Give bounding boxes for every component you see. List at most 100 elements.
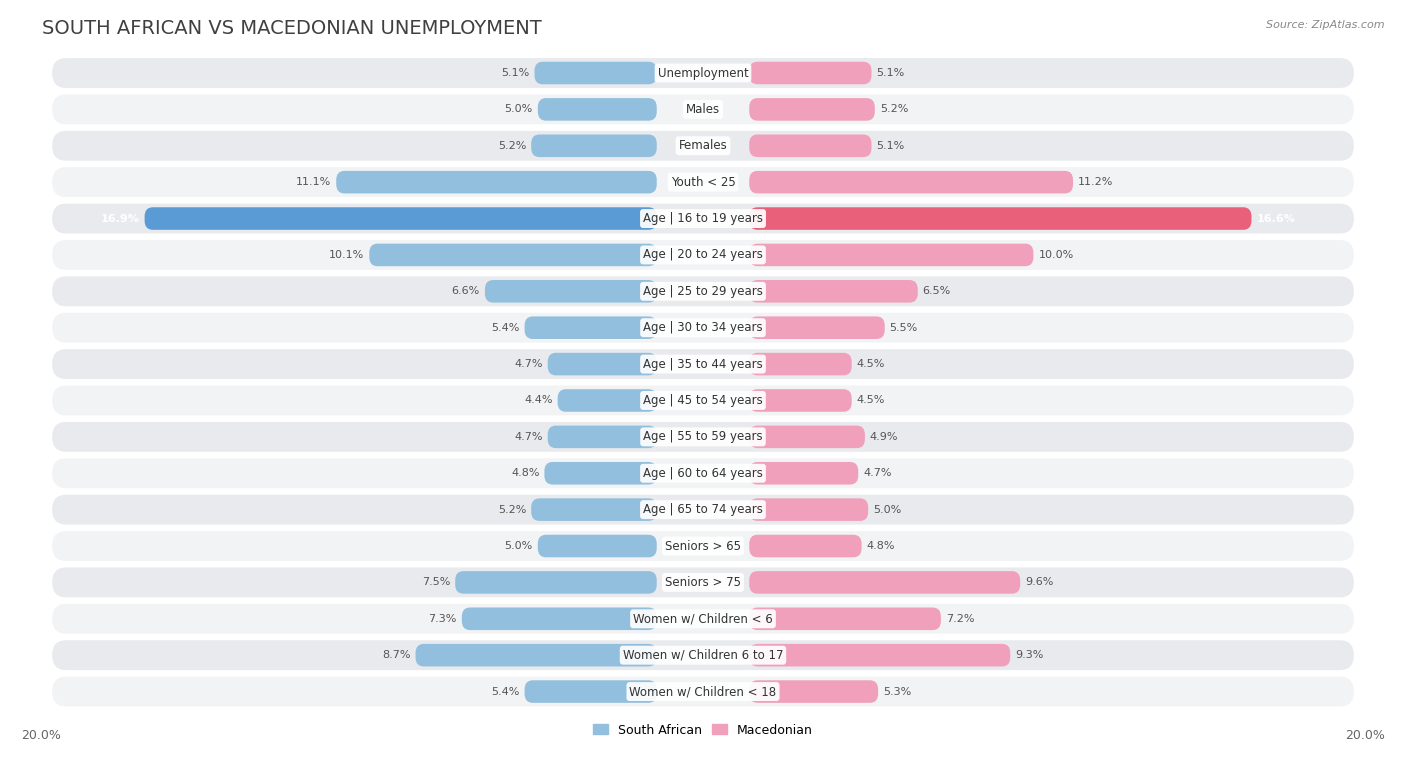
FancyBboxPatch shape [52, 604, 1354, 634]
Text: Males: Males [686, 103, 720, 116]
FancyBboxPatch shape [52, 240, 1354, 269]
FancyBboxPatch shape [749, 135, 872, 157]
Text: 16.6%: 16.6% [1257, 213, 1295, 223]
Text: Source: ZipAtlas.com: Source: ZipAtlas.com [1267, 20, 1385, 30]
Text: Females: Females [679, 139, 727, 152]
FancyBboxPatch shape [52, 313, 1354, 343]
FancyBboxPatch shape [537, 534, 657, 557]
Text: 7.3%: 7.3% [429, 614, 457, 624]
FancyBboxPatch shape [52, 95, 1354, 124]
FancyBboxPatch shape [52, 458, 1354, 488]
Text: Women w/ Children 6 to 17: Women w/ Children 6 to 17 [623, 649, 783, 662]
Text: 9.6%: 9.6% [1025, 578, 1053, 587]
FancyBboxPatch shape [749, 280, 918, 303]
FancyBboxPatch shape [145, 207, 657, 230]
FancyBboxPatch shape [749, 462, 858, 484]
FancyBboxPatch shape [52, 349, 1354, 379]
Text: 5.0%: 5.0% [505, 104, 533, 114]
Text: 4.7%: 4.7% [515, 359, 543, 369]
Text: 10.0%: 10.0% [1039, 250, 1074, 260]
FancyBboxPatch shape [52, 640, 1354, 670]
Text: 5.0%: 5.0% [505, 541, 533, 551]
FancyBboxPatch shape [749, 389, 852, 412]
FancyBboxPatch shape [749, 644, 1011, 666]
FancyBboxPatch shape [524, 681, 657, 702]
Text: SOUTH AFRICAN VS MACEDONIAN UNEMPLOYMENT: SOUTH AFRICAN VS MACEDONIAN UNEMPLOYMENT [42, 18, 541, 38]
Legend: South African, Macedonian: South African, Macedonian [588, 718, 818, 742]
FancyBboxPatch shape [749, 608, 941, 630]
FancyBboxPatch shape [749, 316, 884, 339]
Text: 5.1%: 5.1% [502, 68, 530, 78]
FancyBboxPatch shape [749, 98, 875, 120]
Text: 5.2%: 5.2% [498, 505, 526, 515]
FancyBboxPatch shape [52, 131, 1354, 160]
FancyBboxPatch shape [749, 534, 862, 557]
Text: 4.9%: 4.9% [870, 431, 898, 442]
Text: 6.5%: 6.5% [922, 286, 950, 296]
Text: Youth < 25: Youth < 25 [671, 176, 735, 188]
Text: Women w/ Children < 6: Women w/ Children < 6 [633, 612, 773, 625]
Text: 4.5%: 4.5% [856, 395, 884, 406]
Text: 11.2%: 11.2% [1078, 177, 1114, 187]
Text: 10.1%: 10.1% [329, 250, 364, 260]
FancyBboxPatch shape [749, 207, 1251, 230]
Text: 20.0%: 20.0% [1346, 729, 1385, 743]
FancyBboxPatch shape [52, 276, 1354, 307]
Text: 20.0%: 20.0% [21, 729, 60, 743]
FancyBboxPatch shape [537, 98, 657, 120]
Text: Age | 16 to 19 years: Age | 16 to 19 years [643, 212, 763, 225]
Text: 5.3%: 5.3% [883, 687, 911, 696]
FancyBboxPatch shape [749, 681, 879, 702]
FancyBboxPatch shape [544, 462, 657, 484]
Text: Age | 55 to 59 years: Age | 55 to 59 years [643, 431, 763, 444]
FancyBboxPatch shape [749, 244, 1033, 266]
FancyBboxPatch shape [749, 498, 868, 521]
FancyBboxPatch shape [52, 204, 1354, 233]
FancyBboxPatch shape [524, 316, 657, 339]
FancyBboxPatch shape [456, 571, 657, 593]
Text: Seniors > 75: Seniors > 75 [665, 576, 741, 589]
FancyBboxPatch shape [52, 58, 1354, 88]
Text: 4.5%: 4.5% [856, 359, 884, 369]
Text: 5.1%: 5.1% [876, 68, 904, 78]
FancyBboxPatch shape [749, 62, 872, 84]
Text: 5.0%: 5.0% [873, 505, 901, 515]
Text: Unemployment: Unemployment [658, 67, 748, 79]
FancyBboxPatch shape [461, 608, 657, 630]
Text: Age | 60 to 64 years: Age | 60 to 64 years [643, 467, 763, 480]
Text: Age | 35 to 44 years: Age | 35 to 44 years [643, 357, 763, 371]
Text: 11.1%: 11.1% [297, 177, 332, 187]
FancyBboxPatch shape [370, 244, 657, 266]
Text: 5.2%: 5.2% [880, 104, 908, 114]
Text: Women w/ Children < 18: Women w/ Children < 18 [630, 685, 776, 698]
Text: 4.8%: 4.8% [510, 469, 540, 478]
FancyBboxPatch shape [52, 422, 1354, 452]
Text: Age | 45 to 54 years: Age | 45 to 54 years [643, 394, 763, 407]
Text: 5.5%: 5.5% [890, 322, 918, 333]
FancyBboxPatch shape [52, 568, 1354, 597]
FancyBboxPatch shape [52, 385, 1354, 416]
FancyBboxPatch shape [558, 389, 657, 412]
Text: 4.7%: 4.7% [515, 431, 543, 442]
Text: 4.4%: 4.4% [524, 395, 553, 406]
FancyBboxPatch shape [531, 498, 657, 521]
Text: 16.9%: 16.9% [101, 213, 139, 223]
FancyBboxPatch shape [749, 425, 865, 448]
FancyBboxPatch shape [485, 280, 657, 303]
FancyBboxPatch shape [336, 171, 657, 194]
Text: 5.4%: 5.4% [491, 322, 520, 333]
FancyBboxPatch shape [749, 171, 1073, 194]
FancyBboxPatch shape [749, 353, 852, 375]
Text: 5.2%: 5.2% [498, 141, 526, 151]
Text: 5.1%: 5.1% [876, 141, 904, 151]
Text: 7.5%: 7.5% [422, 578, 450, 587]
Text: Age | 65 to 74 years: Age | 65 to 74 years [643, 503, 763, 516]
Text: Age | 25 to 29 years: Age | 25 to 29 years [643, 285, 763, 298]
FancyBboxPatch shape [534, 62, 657, 84]
FancyBboxPatch shape [548, 353, 657, 375]
Text: 7.2%: 7.2% [946, 614, 974, 624]
FancyBboxPatch shape [548, 425, 657, 448]
FancyBboxPatch shape [52, 495, 1354, 525]
Text: 4.7%: 4.7% [863, 469, 891, 478]
FancyBboxPatch shape [52, 677, 1354, 706]
